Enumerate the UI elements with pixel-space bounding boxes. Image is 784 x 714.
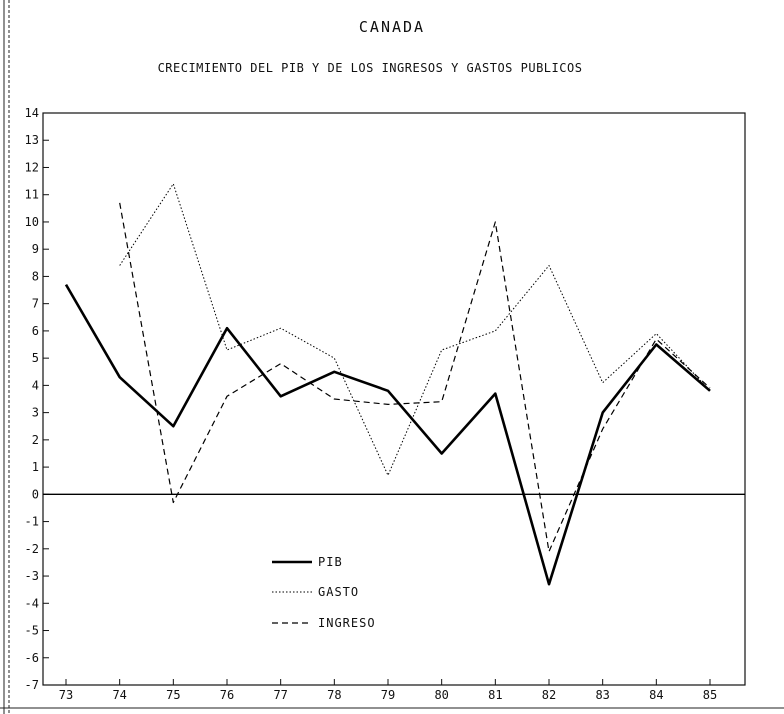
y-tick-label: 0 <box>32 487 39 501</box>
x-tick-label: 79 <box>381 688 395 702</box>
y-tick-label: -6 <box>25 651 39 665</box>
plot-area-frame <box>42 112 746 686</box>
legend-label-pib: PIB <box>318 555 343 569</box>
y-tick-label: -2 <box>25 542 39 556</box>
y-tick-label: 14 <box>25 106 39 120</box>
series-line-gasto <box>119 183 711 476</box>
x-tick-label: 82 <box>542 688 556 702</box>
y-tick-label: 9 <box>32 242 39 256</box>
y-tick-label: 7 <box>32 297 39 311</box>
y-tick-label: -3 <box>25 569 39 583</box>
y-tick-label: 4 <box>32 378 39 392</box>
y-tick-label: -7 <box>25 678 39 692</box>
x-tick-label: 80 <box>434 688 448 702</box>
x-tick-label: 73 <box>59 688 73 702</box>
y-tick-label: 8 <box>32 269 39 283</box>
x-tick-label: 77 <box>273 688 287 702</box>
series-line-pib <box>64 283 711 586</box>
x-tick-label: 75 <box>166 688 180 702</box>
chart-title: CANADA <box>359 18 425 36</box>
x-tick-label: 76 <box>220 688 234 702</box>
y-tick-label: 5 <box>32 351 39 365</box>
y-tick-label: 11 <box>25 188 39 202</box>
chart-subtitle: CRECIMIENTO DEL PIB Y DE LOS INGRESOS Y … <box>158 61 583 75</box>
y-tick-label: 3 <box>32 406 39 420</box>
y-tick-label: -5 <box>25 624 39 638</box>
y-tick-label: -1 <box>25 515 39 529</box>
y-tick-label: 13 <box>25 133 39 147</box>
legend-label-gasto: GASTO <box>318 585 359 599</box>
x-axis: 73 74 75 76 77 78 79 80 81 82 83 84 85 <box>59 679 717 702</box>
x-tick-label: 84 <box>649 688 663 702</box>
legend-label-ingreso: INGRESO <box>318 616 376 630</box>
y-tick-label: 6 <box>32 324 39 338</box>
y-tick-label: -4 <box>25 596 39 610</box>
x-tick-label: 74 <box>112 688 126 702</box>
x-tick-label: 81 <box>488 688 502 702</box>
y-tick-label: 12 <box>25 160 39 174</box>
legend: PIB GASTO INGRESO <box>272 555 376 630</box>
y-tick-label: 2 <box>32 433 39 447</box>
series-line-ingreso <box>119 202 711 553</box>
y-tick-label: 10 <box>25 215 39 229</box>
x-tick-label: 78 <box>327 688 341 702</box>
x-tick-label: 83 <box>595 688 609 702</box>
x-tick-label: 85 <box>703 688 717 702</box>
y-tick-label: 1 <box>32 460 39 474</box>
series-lines <box>64 183 711 586</box>
